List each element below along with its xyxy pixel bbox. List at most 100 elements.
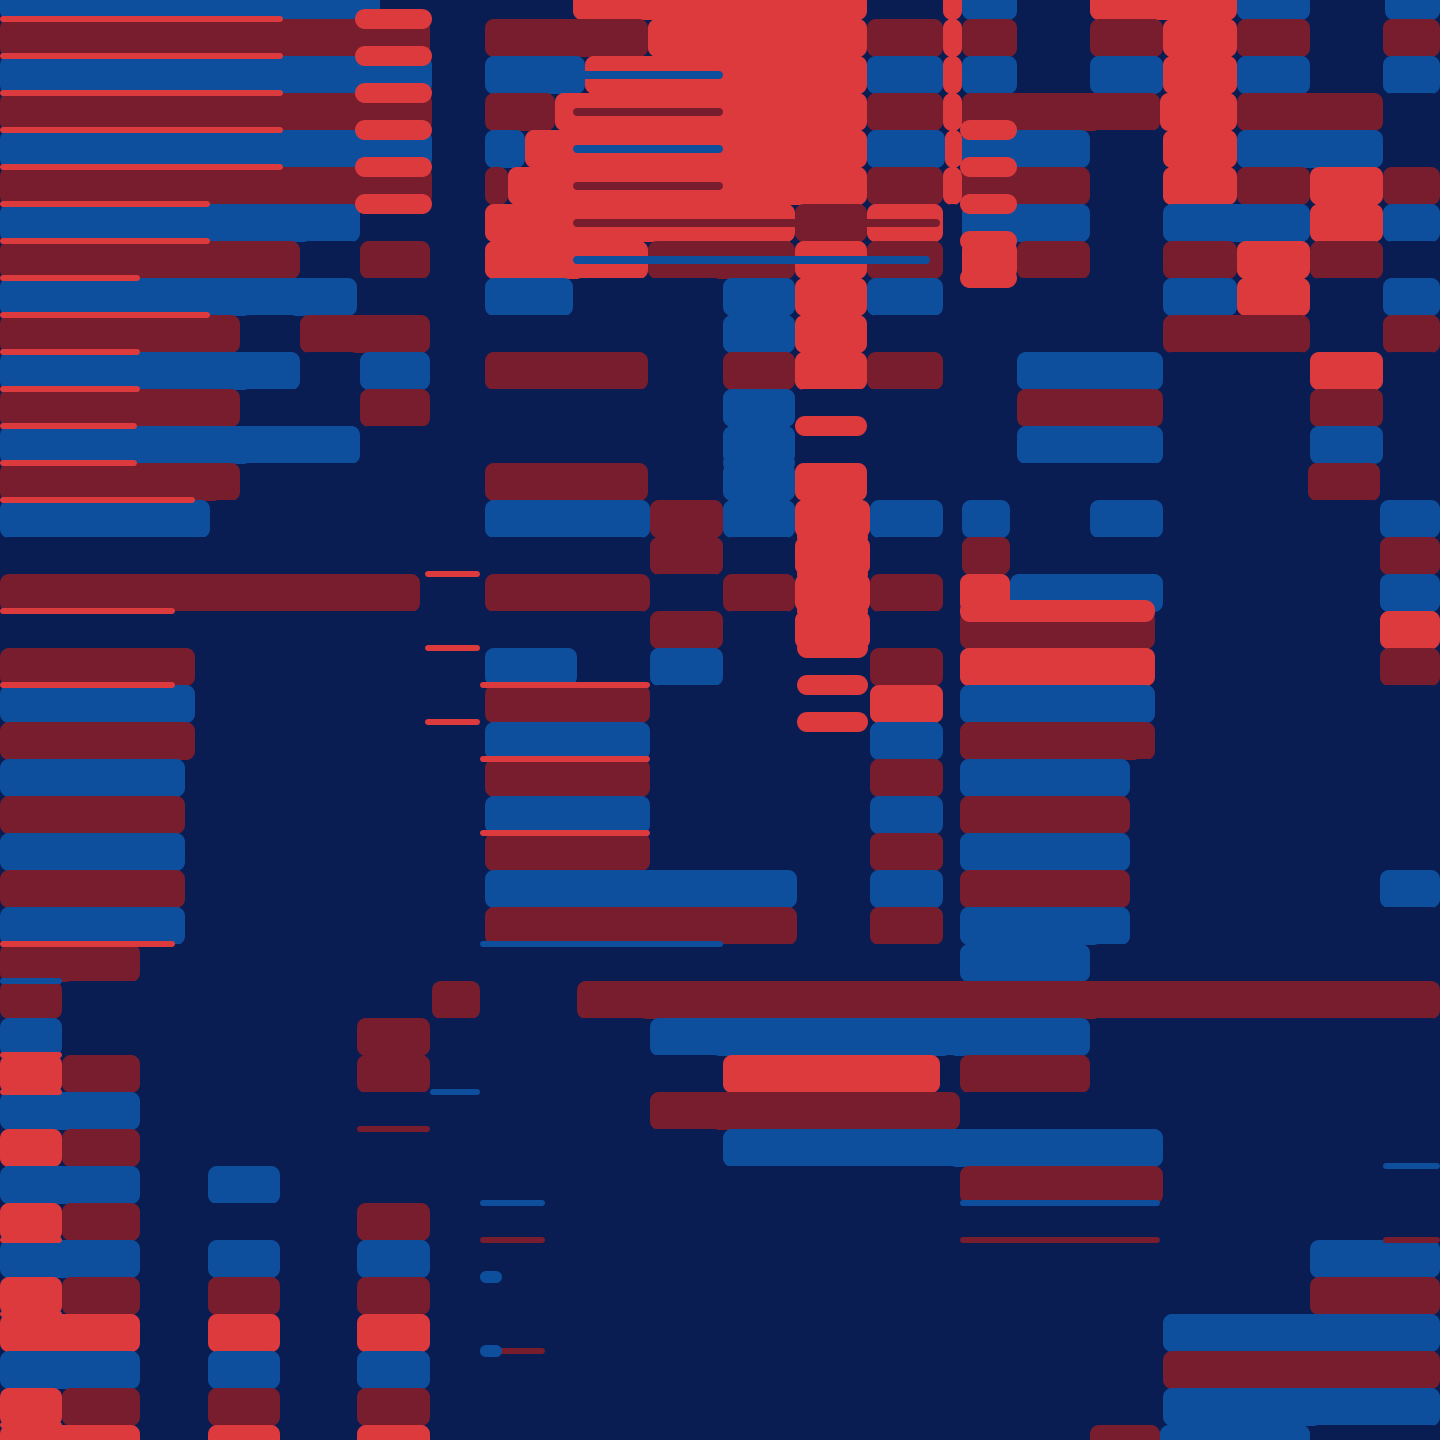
bar-segment xyxy=(485,278,573,316)
bar-segment xyxy=(0,315,240,353)
bar-segment xyxy=(430,1314,1163,1352)
bar-segment xyxy=(430,1203,1440,1241)
bar-segment xyxy=(208,1425,280,1440)
bar-segment xyxy=(485,870,797,908)
core-line-segment xyxy=(573,145,723,153)
bar-segment xyxy=(960,722,1155,760)
bar-segment xyxy=(0,796,185,834)
bar-segment xyxy=(62,1388,140,1426)
bar-segment xyxy=(1163,241,1237,279)
bar-segment xyxy=(140,1129,723,1167)
line-segment xyxy=(425,645,480,651)
line-segment xyxy=(0,349,140,355)
line-segment xyxy=(0,312,210,318)
bar-segment xyxy=(1380,611,1440,649)
line-segment xyxy=(480,830,650,836)
core-line-segment xyxy=(573,182,723,190)
bar-segment xyxy=(280,1314,357,1352)
bar-segment xyxy=(1163,1388,1440,1426)
bar-segment xyxy=(870,722,943,760)
bar-segment xyxy=(650,1092,960,1130)
bar-segment xyxy=(945,130,962,168)
bar-segment xyxy=(357,1240,430,1278)
line-segment xyxy=(0,1422,62,1428)
bar-segment xyxy=(1308,463,1380,501)
bar-segment xyxy=(1383,426,1440,464)
bar-segment xyxy=(185,907,485,945)
bar-segment xyxy=(1310,1425,1440,1440)
bar-segment xyxy=(650,611,723,649)
bar-segment xyxy=(1017,0,1090,20)
bar-segment xyxy=(650,833,870,871)
bar-segment xyxy=(140,1203,357,1241)
core-line-segment xyxy=(867,182,943,190)
bar-segment xyxy=(943,574,960,612)
line-segment xyxy=(480,1200,545,1206)
bar-segment xyxy=(1310,315,1383,353)
bar-segment xyxy=(870,648,943,686)
bar-segment xyxy=(1017,352,1163,390)
bar-segment xyxy=(0,1314,140,1352)
bar-segment xyxy=(1017,426,1163,464)
bar-segment xyxy=(723,278,795,316)
bar-segment xyxy=(723,352,795,390)
bar-segment xyxy=(1090,0,1237,20)
line-segment xyxy=(0,608,175,614)
bar-segment xyxy=(960,796,1130,834)
line-segment xyxy=(480,1237,545,1243)
bar-segment xyxy=(1163,315,1310,353)
pill-segment xyxy=(960,157,1017,177)
line-segment xyxy=(0,941,175,947)
bar-segment xyxy=(280,1425,357,1440)
bar-segment xyxy=(0,1166,140,1204)
bar-segment xyxy=(1380,537,1440,575)
bar-segment xyxy=(140,1351,208,1389)
bar-segment xyxy=(940,1055,960,1093)
bar-segment xyxy=(280,1277,357,1315)
bar-segment xyxy=(1380,648,1440,686)
bar-segment xyxy=(1090,19,1163,57)
bar-segment xyxy=(650,648,723,686)
bar-segment xyxy=(430,315,723,353)
bar-segment xyxy=(1010,537,1380,575)
bar-segment xyxy=(208,1277,280,1315)
bar-segment xyxy=(1163,19,1237,57)
bar-segment xyxy=(0,833,185,871)
bar-segment xyxy=(485,500,650,538)
bar-segment xyxy=(432,93,485,131)
line-segment xyxy=(480,756,650,762)
bar-segment xyxy=(870,685,943,723)
bar-segment xyxy=(0,944,140,982)
bar-segment xyxy=(1237,56,1310,94)
bar-segment xyxy=(0,722,195,760)
bar-segment xyxy=(0,1240,140,1278)
bar-segment xyxy=(1310,1240,1440,1278)
bar-segment xyxy=(1310,167,1383,205)
bar-segment xyxy=(430,19,485,57)
bar-segment xyxy=(960,685,1155,723)
bar-segment xyxy=(1383,315,1440,353)
bar-segment xyxy=(1163,204,1310,242)
line-segment xyxy=(480,682,650,688)
bar-segment xyxy=(1163,278,1237,316)
bar-segment xyxy=(943,685,960,723)
line-segment xyxy=(425,571,480,577)
bar-segment xyxy=(430,1018,650,1056)
pill-segment xyxy=(355,83,432,103)
bar-segment xyxy=(280,1240,357,1278)
bar-segment xyxy=(195,722,485,760)
bar-segment xyxy=(870,870,943,908)
bar-segment xyxy=(485,130,525,168)
bar-segment xyxy=(867,352,943,390)
bar-segment xyxy=(1163,389,1310,427)
bar-segment xyxy=(357,1388,430,1426)
bar-segment xyxy=(0,1203,62,1241)
bar-segment xyxy=(360,389,430,427)
bar-segment xyxy=(573,278,723,316)
bar-segment xyxy=(648,352,723,390)
bar-segment xyxy=(62,1203,140,1241)
line-segment xyxy=(0,127,283,133)
bar-segment xyxy=(960,759,1130,797)
bar-segment xyxy=(867,278,943,316)
line-segment xyxy=(0,978,62,984)
